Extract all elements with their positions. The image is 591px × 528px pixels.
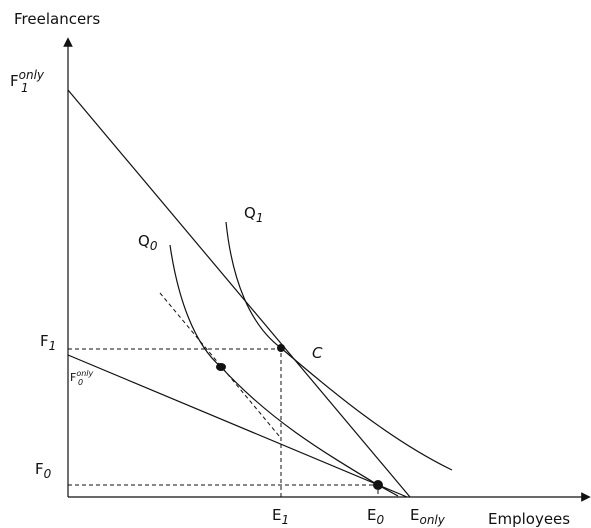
label-q1: Q1 — [244, 204, 263, 225]
label-e-only: Eonly — [410, 506, 446, 527]
label-sub: 0 — [78, 378, 83, 387]
label-e0: E0 — [367, 506, 384, 527]
point-e0 — [373, 480, 383, 490]
label-f0-only: Fonly 0 — [70, 369, 94, 387]
label-base: E — [410, 506, 419, 524]
isoquant-q0 — [169, 244, 399, 497]
label-sup: only — [19, 68, 45, 82]
label-f1-only: Fonly 1 — [10, 68, 45, 95]
label-base: Q — [138, 232, 150, 250]
label-base: F — [70, 371, 76, 384]
x-axis-label: Employees — [488, 510, 570, 528]
label-sub: 0 — [150, 239, 158, 253]
budget-line-1 — [67, 89, 411, 498]
isoquant-q1 — [225, 221, 453, 471]
label-e1: E1 — [272, 506, 289, 527]
y-axis-label: Freelancers — [14, 10, 100, 28]
label-q0: Q0 — [138, 232, 158, 253]
label-sup: only — [76, 369, 93, 378]
label-sub: 1 — [49, 339, 57, 353]
label-f1: F1 — [40, 332, 56, 353]
label-base: C — [312, 344, 323, 362]
label-base: F — [35, 460, 44, 478]
label-sub: 0 — [376, 513, 384, 527]
label-base: F — [40, 332, 49, 350]
label-base: E — [272, 506, 281, 524]
label-f0: F0 — [35, 460, 52, 481]
point-c — [277, 344, 285, 352]
guide-f1-e1 — [68, 348, 282, 497]
guide-f0-e0 — [68, 484, 379, 497]
label-base: F — [10, 72, 19, 90]
label-sub: 0 — [44, 467, 52, 481]
label-base: E — [367, 506, 376, 524]
label-sub: 1 — [21, 81, 29, 95]
label-sub: 1 — [281, 513, 289, 527]
budget-line-0 — [67, 354, 408, 498]
label-c: C — [312, 344, 323, 362]
label-sub: 1 — [256, 211, 264, 225]
label-base: Q — [244, 204, 256, 222]
point-tangent — [216, 363, 226, 371]
label-sub: only — [419, 513, 445, 527]
